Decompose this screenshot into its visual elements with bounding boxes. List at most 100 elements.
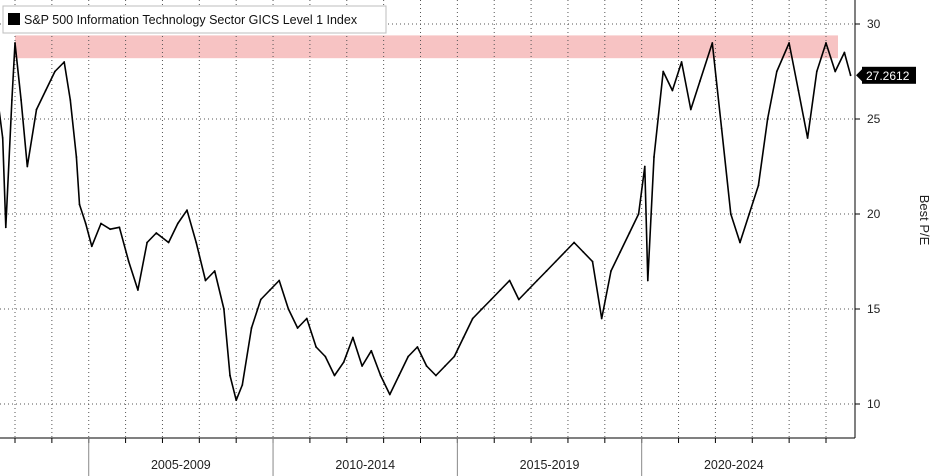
series-point — [235, 399, 238, 402]
series-point — [100, 222, 102, 225]
period-label: 2015-2019 — [520, 458, 580, 472]
legend-swatch — [8, 13, 20, 25]
series-point — [388, 393, 391, 396]
series-point — [250, 327, 253, 329]
series-point — [591, 260, 594, 263]
series-point — [444, 365, 446, 367]
legend: S&P 500 Information Technology Sector GI… — [2, 5, 387, 34]
series-point — [453, 355, 456, 358]
y-axis-title: Best P/E — [917, 195, 932, 246]
series-point — [361, 365, 363, 367]
y-tick-label: 20 — [867, 207, 881, 221]
series-point — [229, 374, 231, 377]
series-point — [628, 232, 631, 234]
series-point — [14, 42, 16, 44]
series-point — [167, 241, 170, 244]
series-point — [11, 99, 13, 101]
series-point — [26, 165, 29, 168]
series-point — [324, 355, 327, 358]
series-point — [109, 228, 112, 231]
series-point — [662, 70, 665, 73]
series-point — [379, 374, 382, 377]
series-point — [797, 89, 800, 92]
y-tick-label: 15 — [867, 302, 881, 316]
series-point — [481, 308, 483, 310]
legend-label: S&P 500 Information Technology Sector GI… — [24, 13, 358, 27]
series-point — [610, 270, 612, 272]
y-tick-label: 25 — [867, 112, 881, 126]
series-point — [748, 213, 751, 215]
series-point — [370, 349, 373, 352]
series-point — [788, 42, 790, 44]
series-points — [1, 42, 852, 402]
series-point — [564, 251, 566, 253]
series-point — [118, 226, 121, 229]
series-point — [352, 336, 354, 339]
series-point — [176, 222, 179, 225]
series-point — [490, 298, 493, 301]
series-point — [407, 355, 410, 358]
series-point — [146, 241, 149, 244]
series-point — [499, 289, 502, 291]
series-point — [573, 241, 575, 244]
highlight-band — [15, 35, 838, 59]
series-point — [435, 374, 437, 377]
series-point — [582, 251, 585, 253]
series-point — [259, 298, 262, 301]
series-point — [554, 260, 557, 263]
series-point — [680, 61, 683, 63]
series-point — [1, 137, 4, 139]
series-point — [155, 232, 158, 234]
series-point — [806, 137, 809, 139]
period-label: 2020-2024 — [704, 458, 764, 472]
series-point — [600, 317, 603, 320]
series-point — [536, 279, 539, 282]
series-point — [186, 209, 188, 212]
series-point — [471, 317, 474, 320]
series-point — [508, 279, 511, 282]
series-point — [296, 327, 299, 329]
series-line — [0, 42, 852, 401]
series-point — [689, 108, 692, 111]
series-point — [315, 346, 317, 348]
series-point — [849, 74, 852, 77]
series-point — [4, 226, 7, 229]
series-point — [619, 251, 622, 253]
series-point — [69, 99, 72, 101]
last-value-arrow — [856, 69, 862, 82]
series-point — [54, 70, 56, 73]
series-point — [78, 203, 81, 206]
series-point — [643, 165, 646, 168]
period-labels: 2005-2009 2010-2014 2015-2019 2020-2024 — [88, 438, 764, 476]
series-point — [462, 336, 465, 339]
series-point — [711, 42, 714, 44]
series-point — [545, 270, 548, 272]
last-value-marker: 27.2612 — [856, 66, 916, 84]
series-point — [653, 156, 655, 158]
series-point — [834, 70, 837, 73]
series-point — [757, 184, 760, 187]
series-point — [729, 213, 732, 215]
series-point — [699, 80, 701, 82]
series-point — [646, 279, 649, 282]
series-point — [213, 270, 216, 272]
series-point — [35, 108, 38, 111]
series-point — [305, 317, 308, 320]
series-point — [44, 89, 47, 92]
period-label: 2005-2009 — [151, 458, 211, 472]
series-point — [398, 374, 400, 377]
plot-area — [0, 0, 855, 438]
series-point — [671, 89, 674, 92]
series-point — [195, 241, 198, 244]
series-point — [204, 279, 207, 282]
series-point — [517, 298, 520, 301]
series-point — [766, 118, 769, 120]
series-point — [241, 384, 244, 386]
last-value-box — [862, 66, 916, 84]
series-point — [775, 70, 778, 73]
series-point — [815, 70, 818, 73]
series-point — [720, 127, 723, 130]
series-point — [825, 42, 827, 44]
series-point — [843, 51, 846, 54]
series-point — [527, 289, 529, 291]
